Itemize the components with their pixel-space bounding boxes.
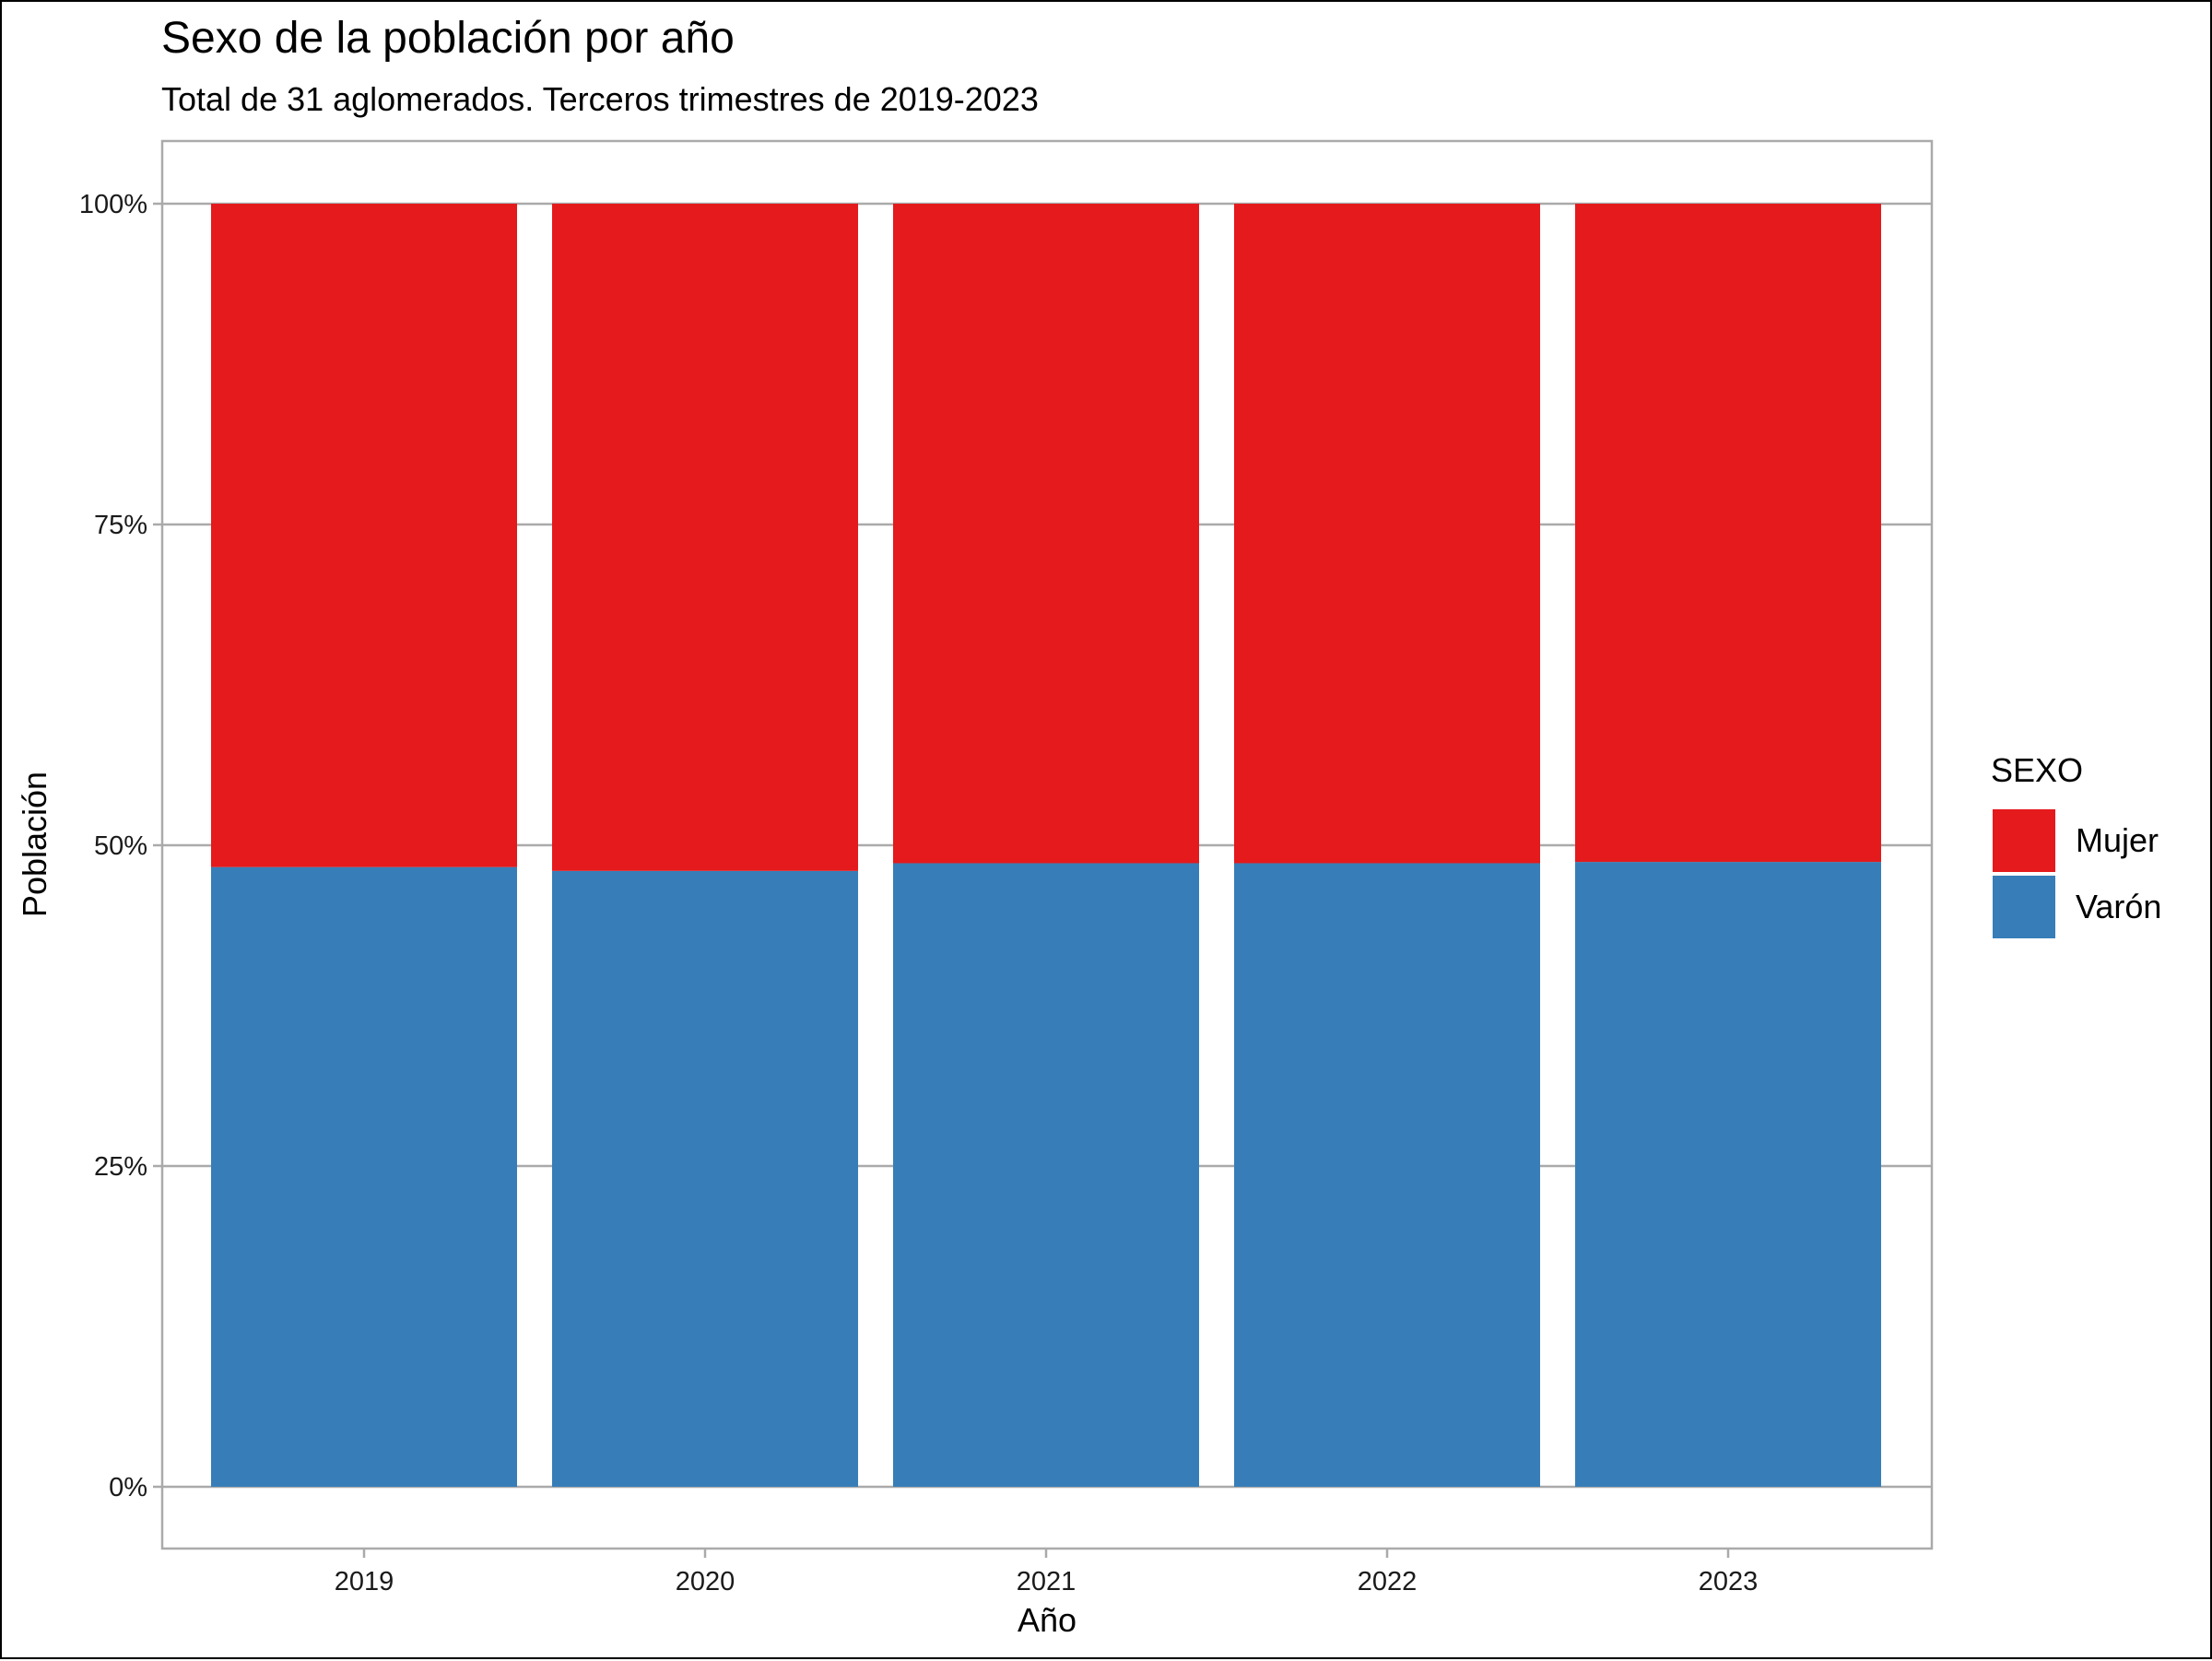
bar-mujer-2021 <box>893 204 1199 864</box>
y-axis: 0% 25% 50% 75% 100% <box>79 190 162 1502</box>
legend-key-varon <box>1993 876 2055 938</box>
y-axis-title: Población <box>16 772 53 917</box>
bar-varon-2022 <box>1234 863 1540 1487</box>
bar-varon-2021 <box>893 863 1199 1487</box>
y-tick-label: 100% <box>79 190 147 219</box>
bar-varon-2023 <box>1575 862 1881 1487</box>
legend-label-mujer: Mujer <box>2076 821 2159 859</box>
legend-items: Mujer Varón <box>1993 809 2161 938</box>
legend-label-varon: Varón <box>2076 888 2161 925</box>
legend-title: SEXO <box>1991 751 2083 789</box>
chart-subtitle: Total de 31 aglomerados. Terceros trimes… <box>161 80 1039 118</box>
bar-mujer-2019 <box>211 204 517 867</box>
x-axis-title: Año <box>1018 1601 1077 1639</box>
x-tick-label: 2023 <box>1699 1567 1759 1596</box>
x-tick-label: 2022 <box>1358 1567 1418 1596</box>
bars-layer <box>211 204 1881 1487</box>
x-axis: 2019 2020 2021 2022 2023 <box>335 1549 1759 1596</box>
bar-mujer-2022 <box>1234 204 1540 864</box>
legend: SEXO Mujer Varón <box>1991 751 2161 938</box>
legend-key-mujer <box>1993 809 2055 872</box>
y-tick-label: 0% <box>109 1473 147 1502</box>
chart-title: Sexo de la población por año <box>161 14 735 63</box>
x-tick-label: 2019 <box>335 1567 394 1596</box>
y-tick-label: 50% <box>94 831 147 861</box>
bar-varon-2019 <box>211 866 517 1487</box>
y-tick-label: 25% <box>94 1152 147 1182</box>
bar-mujer-2020 <box>552 204 858 871</box>
x-tick-label: 2020 <box>676 1567 735 1596</box>
y-tick-label: 75% <box>94 511 147 540</box>
x-tick-label: 2021 <box>1017 1567 1077 1596</box>
bar-varon-2020 <box>552 870 858 1487</box>
bar-mujer-2023 <box>1575 204 1881 863</box>
